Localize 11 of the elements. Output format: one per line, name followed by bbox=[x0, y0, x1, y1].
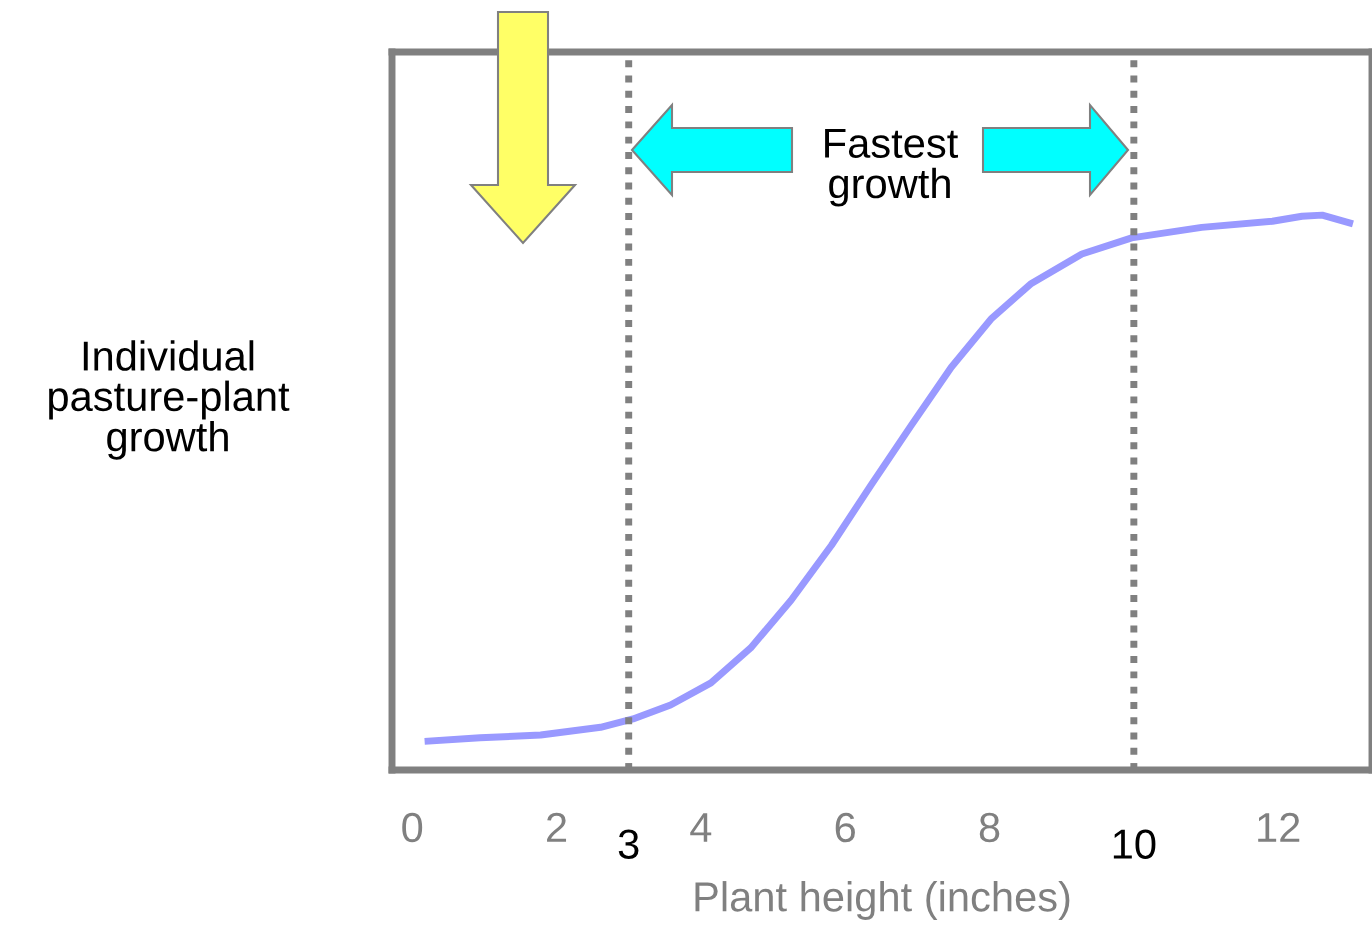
x-tick-label: 0 bbox=[402, 812, 423, 843]
x-tick-label: 2 bbox=[547, 812, 567, 842]
text: Fastest growth bbox=[825, 128, 959, 207]
ref-line-label: 3 bbox=[618, 829, 639, 859]
x-tick-label: 8 bbox=[979, 812, 1000, 843]
x-tick-label: 4 bbox=[690, 813, 712, 842]
y-axis-title: Individual pasture-plant growth bbox=[49, 340, 290, 460]
ref-line-label: 10 bbox=[1113, 829, 1156, 859]
x-tick-label: 12 bbox=[1258, 812, 1300, 842]
x-tick-label: 6 bbox=[835, 812, 855, 843]
x-axis-title: Plant height (inches) bbox=[695, 881, 1070, 920]
